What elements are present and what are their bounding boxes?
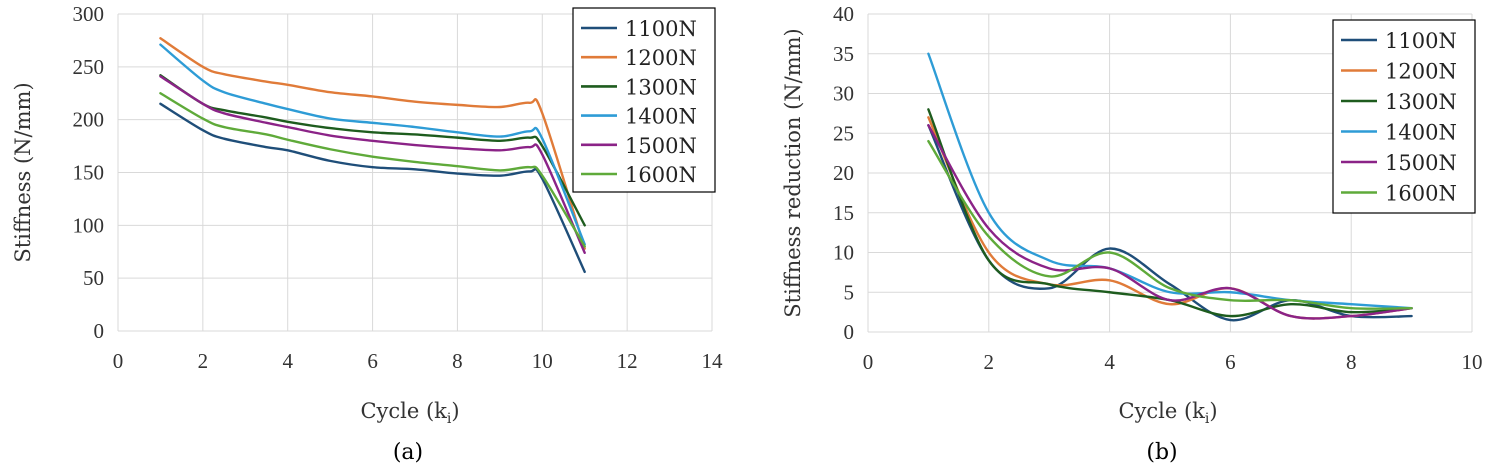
legend-label-1600n: 1600N: [625, 163, 697, 187]
x-axis-label-subscript: i: [447, 411, 452, 427]
legend-label-1400n: 1400N: [625, 105, 697, 129]
legend: 1100N 1200N 1300N 1400N 1500N 1600N: [1332, 19, 1476, 214]
x-axis-label: Cycle (ki): [360, 399, 459, 427]
legend-label-1300n: 1300N: [1385, 90, 1457, 114]
series-line-1300n: [927, 108, 1413, 318]
series-line-1500n: [927, 124, 1413, 320]
x-axis-label-main: Cycle (k: [360, 399, 447, 423]
legend-label-1500n: 1500N: [1385, 151, 1457, 175]
panel-caption: (b): [1146, 440, 1177, 465]
y-axis-label: Stiffness (N/mm): [11, 82, 35, 262]
x-axis-label-end: ): [1209, 399, 1217, 423]
y-tick-label: 5: [844, 280, 855, 304]
y-tick-label: 40: [833, 2, 854, 26]
legend: 1100N 1200N 1300N 1400N 1500N 1600N: [572, 7, 716, 193]
legend-box: [572, 7, 716, 193]
y-tick-label: 300: [73, 2, 105, 26]
x-tick-label: 2: [984, 350, 995, 374]
x-tick-label: 6: [1225, 350, 1236, 374]
x-tick-label: 12: [617, 349, 638, 373]
y-tick-label: 250: [73, 55, 105, 79]
legend-label-1500n: 1500N: [625, 134, 697, 158]
x-tick-label: 4: [1104, 350, 1115, 374]
y-tick-label: 50: [83, 266, 104, 290]
y-tick-label: 0: [94, 319, 105, 343]
series-lines: [159, 37, 586, 274]
y-tick-label: 200: [73, 108, 105, 132]
series-line-1600n: [159, 92, 586, 248]
x-tick-label: 10: [532, 349, 553, 373]
x-tick-label: 2: [198, 349, 209, 373]
y-tick-label: 20: [833, 161, 854, 185]
x-tick-label: 0: [113, 349, 124, 373]
x-tick-label: 14: [702, 349, 724, 373]
x-axis-label-subscript: i: [1205, 411, 1210, 427]
legend-label-1400n: 1400N: [1385, 121, 1457, 145]
chart-a: 0 2 4 6 8 10 12 14 0 50 100 150 200 250 300 Stiffness (…: [11, 2, 723, 465]
legend-label-1600n: 1600N: [1385, 182, 1457, 206]
chart-b: 0 2 4 6 8 10 0 5 10 15 20 25 30 35 40 Stiffness reducti…: [781, 2, 1483, 465]
x-axis-label-main: Cycle (k: [1118, 399, 1205, 423]
x-tick-label: 10: [1462, 350, 1483, 374]
legend-label-1200n: 1200N: [625, 46, 697, 70]
y-tick-label: 25: [833, 121, 854, 145]
x-tick-label: 8: [452, 349, 463, 373]
legend-label-1200n: 1200N: [1385, 60, 1457, 84]
y-tick-label: 15: [833, 201, 854, 225]
series-line-1400n: [159, 43, 586, 246]
y-tick-label: 0: [844, 320, 855, 344]
x-tick-label: 8: [1346, 350, 1357, 374]
series-line-1400n: [927, 52, 1413, 310]
y-tick-label: 10: [833, 241, 854, 265]
series-line-1600n: [927, 140, 1413, 310]
y-tick-label: 30: [833, 82, 854, 106]
series-line-1300n: [159, 74, 586, 227]
y-tick-label: 100: [73, 213, 105, 237]
series-lines: [927, 52, 1413, 322]
legend-box: [1332, 19, 1476, 214]
legend-label-1300n: 1300N: [625, 75, 697, 99]
y-tick-label: 35: [833, 42, 854, 66]
legend-label-1100n: 1100N: [1385, 29, 1457, 53]
y-tick-label: 150: [73, 161, 105, 185]
y-axis-label: Stiffness reduction (N/mm): [781, 28, 805, 318]
series-line-1100n: [159, 102, 586, 274]
series-line-1200n: [159, 37, 586, 250]
x-tick-label: 0: [863, 350, 874, 374]
x-axis-label-end: ): [451, 399, 459, 423]
legend-label-1100n: 1100N: [625, 17, 697, 41]
x-tick-label: 4: [282, 349, 293, 373]
series-line-1500n: [159, 75, 586, 255]
panel-caption: (a): [393, 440, 423, 465]
x-axis-label: Cycle (ki): [1118, 399, 1217, 427]
x-tick-label: 6: [367, 349, 378, 373]
